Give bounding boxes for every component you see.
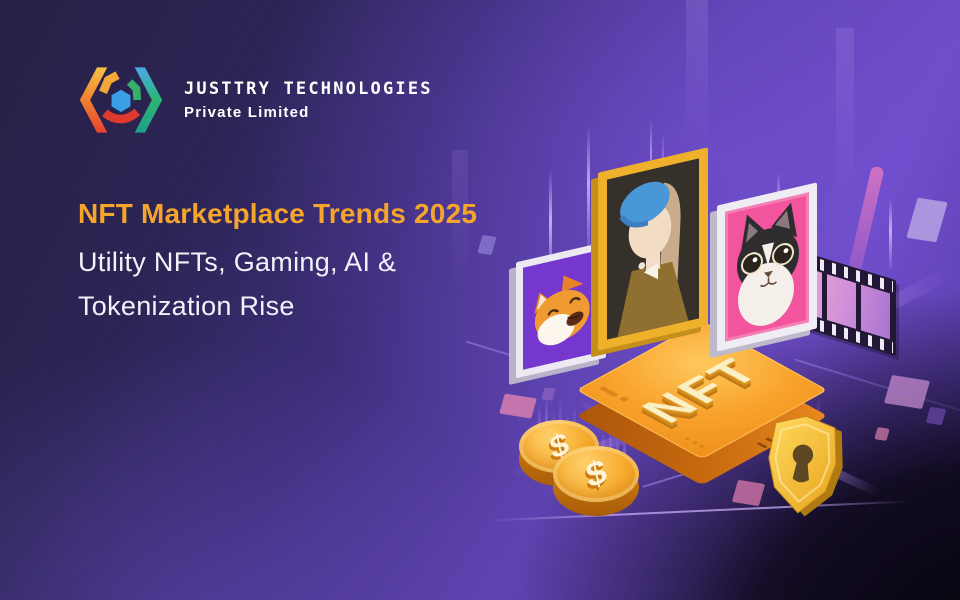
brand-text-block: JUSTTRY TECHNOLOGIES Private Limited	[184, 79, 433, 121]
equalizer-bar	[545, 392, 548, 440]
pearl-girl-icon	[617, 181, 689, 338]
shield-lock-icon	[768, 415, 843, 517]
pearl-girl-artwork	[607, 158, 699, 340]
light-band	[836, 28, 854, 208]
banner-subtitle-line2: Tokenization Rise	[78, 291, 295, 321]
shiba-dog-artwork	[523, 250, 599, 370]
light-band	[686, 0, 708, 150]
tuxedo-cat-icon	[737, 202, 799, 326]
hanging-line	[650, 118, 652, 196]
frame-front	[598, 147, 708, 351]
floating-tile	[906, 197, 948, 243]
brand-subtitle: Private Limited	[184, 104, 310, 121]
floating-tile	[925, 406, 947, 426]
floating-tile	[541, 387, 556, 401]
equalizer-bar	[609, 424, 612, 458]
brand-name: JUSTTRY TECHNOLOGIES	[184, 79, 433, 99]
hanging-line	[587, 126, 590, 254]
hanging-line	[549, 170, 552, 282]
equalizer-bar	[602, 432, 605, 456]
circuit-line	[486, 500, 910, 522]
equalizer-bar	[616, 436, 619, 460]
brand-logo: JUSTTRY TECHNOLOGIES Private Limited	[78, 64, 433, 136]
banner-title: NFT Marketplace Trends 2025	[78, 198, 478, 229]
coin-face: $	[553, 446, 639, 502]
tuxedo-cat-artwork	[725, 192, 809, 342]
hanging-line	[889, 198, 892, 268]
light-band	[452, 150, 468, 290]
frame-front	[516, 241, 606, 379]
dollar-coin: $	[553, 446, 639, 516]
floating-tile	[499, 393, 537, 419]
headline-block: NFT Marketplace Trends 2025 Utility NFTs…	[78, 198, 477, 328]
floating-tile	[874, 427, 890, 441]
pearl-girl-art-frame	[591, 147, 708, 358]
shiba-dog-icon	[534, 275, 590, 346]
dollar-symbol: $	[582, 451, 610, 496]
equalizer-bar	[538, 404, 541, 438]
frame-front	[717, 182, 817, 352]
shiba-dog-art-frame	[509, 241, 606, 386]
security-shield	[756, 411, 849, 520]
equalizer-bar	[623, 430, 626, 462]
banner-subtitle-line1: Utility NFTs, Gaming, AI &	[78, 247, 397, 277]
hexagon-code-brackets-logo-icon	[79, 67, 163, 133]
tuxedo-cat-art-frame	[710, 182, 817, 359]
floating-tile	[477, 234, 497, 256]
